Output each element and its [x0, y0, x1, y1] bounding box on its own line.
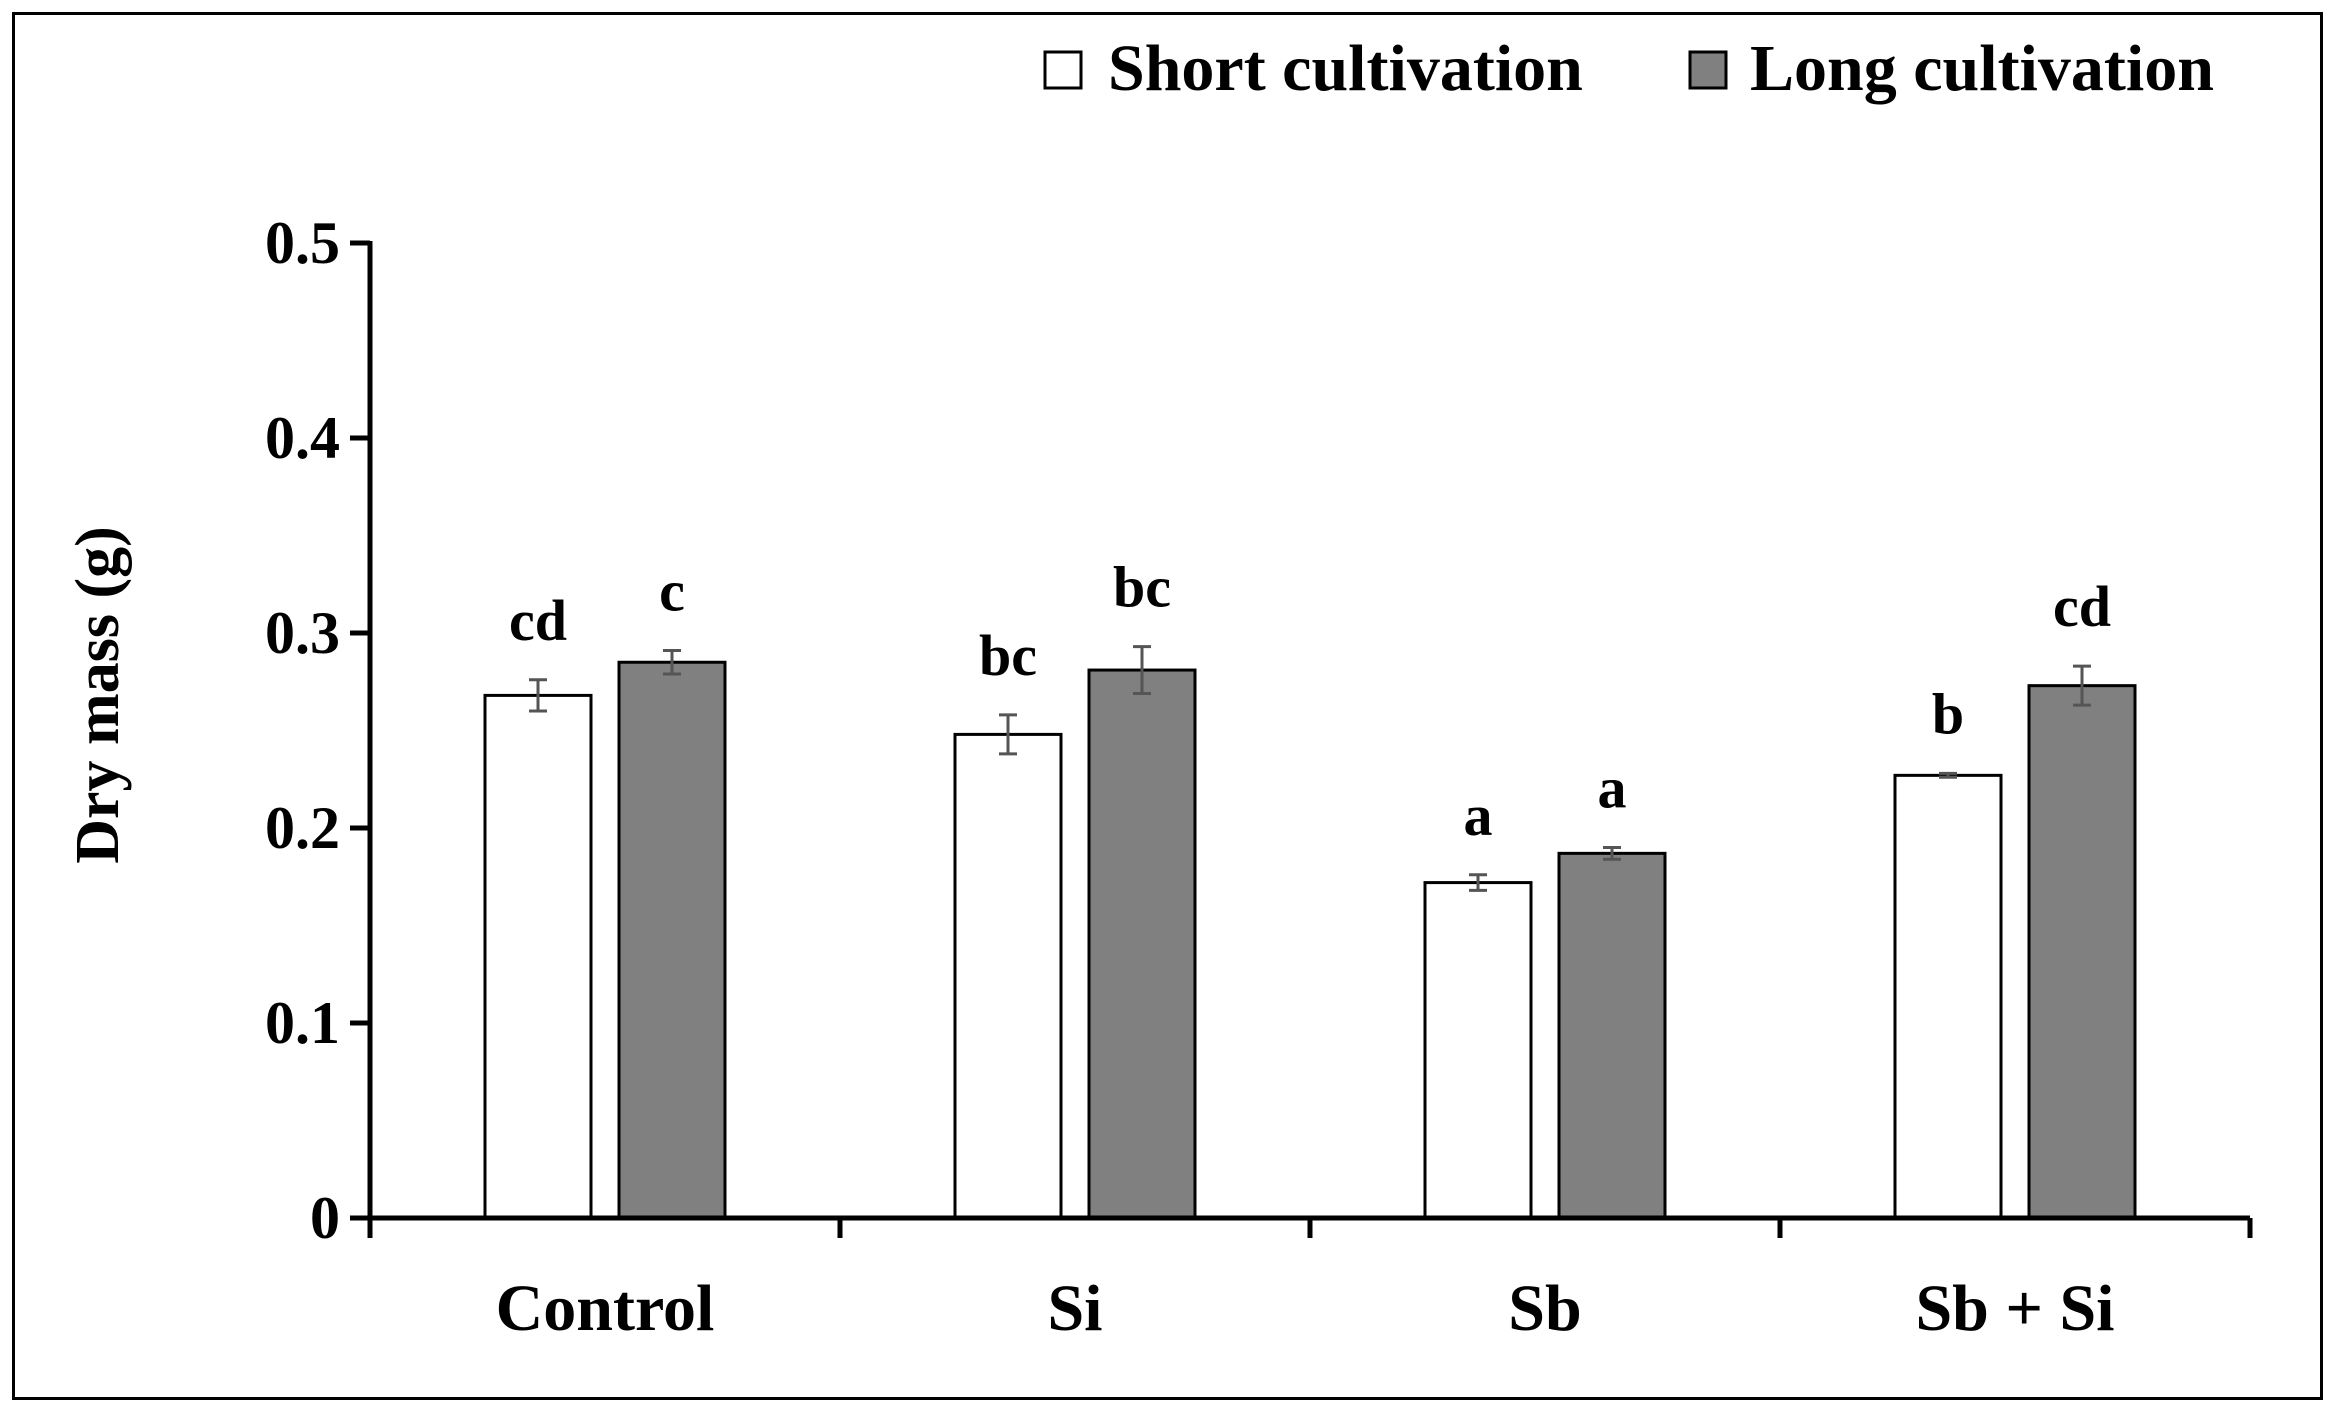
bar-short-1: [953, 732, 1063, 1220]
x-tick-label-3: Sb + Si: [1915, 1272, 2114, 1345]
significance-letter-1-2: a: [1598, 756, 1627, 821]
y-tick-label-3: 0.3: [265, 600, 340, 666]
significance-letter-0-1: bc: [979, 623, 1037, 688]
bar-long-2: [1557, 851, 1667, 1220]
significance-letter-1-3: cd: [2053, 574, 2111, 639]
y-tick-label-4: 0.4: [265, 405, 340, 471]
y-axis-title: Dry mass (g): [64, 526, 132, 864]
legend-label-short: Short cultivation: [1108, 32, 1583, 105]
legend-swatch-long: [1688, 50, 1728, 90]
x-tick-label-2: Sb: [1508, 1272, 1581, 1345]
significance-letter-0-3: b: [1932, 681, 1964, 746]
y-tick-label-0: 0: [310, 1185, 340, 1251]
y-tick-label-2: 0.2: [265, 795, 340, 861]
bar-short-0: [483, 693, 593, 1220]
significance-letter-0-2: a: [1464, 783, 1493, 848]
bar-short-3: [1893, 773, 2003, 1220]
bar-long-0: [617, 660, 727, 1220]
significance-letter-0-0: cd: [509, 588, 567, 653]
legend-label-long: Long cultivation: [1750, 32, 2214, 105]
y-tick-label-1: 0.1: [265, 990, 340, 1056]
y-tick-label-5: 0.5: [265, 210, 340, 276]
x-tick-label-0: Control: [496, 1272, 715, 1345]
x-tick-label-1: Si: [1047, 1272, 1102, 1345]
legend-swatch-short: [1043, 50, 1083, 90]
significance-letter-1-1: bc: [1113, 555, 1171, 620]
significance-letter-1-0: c: [659, 559, 685, 624]
bar-long-1: [1087, 668, 1197, 1220]
bar-short-2: [1423, 881, 1533, 1220]
bar-long-3: [2027, 684, 2137, 1220]
